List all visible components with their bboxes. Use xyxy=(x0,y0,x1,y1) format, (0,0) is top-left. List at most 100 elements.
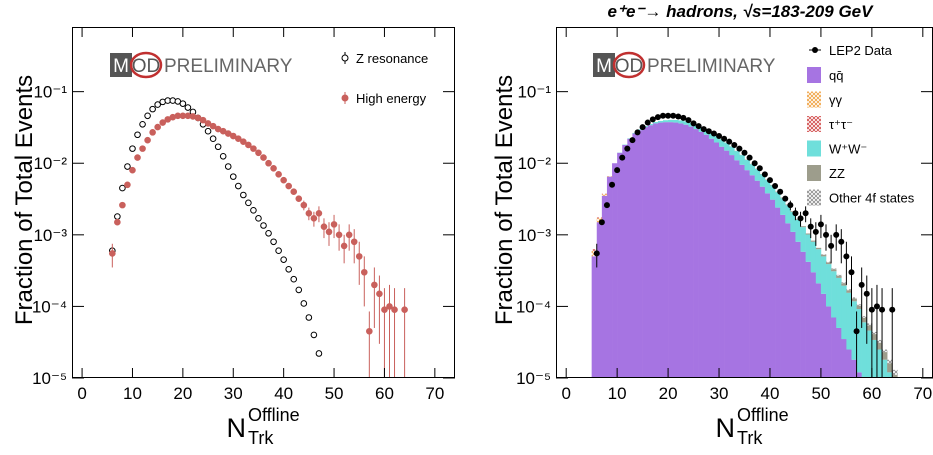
histogram-bar xyxy=(862,318,867,322)
histogram-bar xyxy=(770,200,775,388)
legend-label: W⁺W⁻ xyxy=(829,142,867,157)
histogram-bar xyxy=(658,121,663,123)
data-point xyxy=(742,150,748,156)
histogram-bar xyxy=(831,268,836,269)
histogram-bar xyxy=(653,122,658,123)
data-point xyxy=(691,120,697,126)
x-tick-label: 20 xyxy=(659,384,678,403)
data-point xyxy=(120,185,126,191)
data-point xyxy=(180,101,186,107)
data-point xyxy=(640,124,646,130)
data-point xyxy=(110,251,116,257)
histogram-bar xyxy=(851,297,856,298)
data-point xyxy=(336,232,342,238)
histogram-bar xyxy=(816,249,821,283)
histogram-bar xyxy=(872,332,877,334)
x-tick-label: 30 xyxy=(224,384,243,403)
histogram-bar xyxy=(724,151,729,388)
histogram-bar xyxy=(745,160,750,170)
histogram-bar xyxy=(795,220,800,242)
x-tick-label: 60 xyxy=(862,384,881,403)
x-axis-label-sub: Trk xyxy=(737,428,763,448)
data-point xyxy=(843,253,849,259)
x-tick-label: 70 xyxy=(913,384,932,403)
data-point xyxy=(787,202,793,208)
histogram-bar xyxy=(872,334,877,340)
histogram-bar xyxy=(816,283,821,388)
data-point xyxy=(160,120,166,126)
data-point xyxy=(321,224,327,230)
data-point xyxy=(331,222,337,228)
logo-box-text: M xyxy=(596,56,612,77)
legend-marker xyxy=(342,55,348,61)
data-point xyxy=(291,189,297,195)
histogram-bar xyxy=(780,215,785,388)
logo-box-text: M xyxy=(113,56,129,77)
histogram-bar xyxy=(617,153,622,388)
histogram-bar xyxy=(821,254,826,255)
histogram-bar xyxy=(821,256,826,293)
x-tick-label: 40 xyxy=(761,384,780,403)
data-point xyxy=(341,243,347,249)
data-point xyxy=(864,291,870,297)
histogram-bar xyxy=(857,304,862,305)
histogram-bar xyxy=(841,286,846,339)
data-point xyxy=(382,307,388,313)
data-point xyxy=(200,117,206,123)
histogram-bar xyxy=(877,343,882,350)
histogram-bar xyxy=(851,360,856,388)
histogram-bar xyxy=(826,306,831,388)
histogram-bar xyxy=(826,262,831,263)
data-point xyxy=(261,155,267,161)
logo: M OD PRELIMINARY xyxy=(110,53,293,77)
histogram-bar xyxy=(846,290,851,293)
histogram-bar xyxy=(811,242,816,272)
data-point xyxy=(271,165,277,171)
histogram-bar xyxy=(755,181,760,388)
data-point xyxy=(205,128,211,134)
data-point xyxy=(828,243,834,249)
legend-label: LEP2 Data xyxy=(829,43,893,58)
data-point xyxy=(696,123,702,129)
legend-swatch xyxy=(807,67,821,83)
y-tick-label: 10⁻⁴ xyxy=(32,297,67,316)
data-point xyxy=(782,196,788,202)
data-point xyxy=(155,124,161,130)
histogram-bar xyxy=(806,262,811,388)
data-point xyxy=(752,160,758,166)
data-point xyxy=(140,121,146,127)
data-point xyxy=(594,250,600,256)
data-point xyxy=(130,146,136,152)
histogram-bar xyxy=(673,123,678,388)
histogram-bar xyxy=(668,120,673,122)
histogram-bar xyxy=(678,123,683,388)
data-point xyxy=(833,232,839,238)
data-point xyxy=(813,229,819,235)
legend-swatch xyxy=(807,116,821,132)
histogram-bar xyxy=(826,264,831,306)
histogram-bar xyxy=(841,283,846,285)
data-point xyxy=(316,351,322,357)
legend-marker xyxy=(812,47,818,53)
data-point xyxy=(301,202,307,208)
histogram-bar xyxy=(877,350,882,388)
data-point xyxy=(726,139,732,145)
data-point xyxy=(711,131,717,137)
x-axis-label: N xyxy=(227,413,247,443)
data-point xyxy=(624,146,630,152)
histogram-bar xyxy=(597,217,602,218)
data-point xyxy=(145,137,151,143)
y-tick-label: 10⁻¹ xyxy=(33,83,67,102)
y-axis-label: Fraction of Total Events xyxy=(11,75,38,325)
histogram-bar xyxy=(632,134,637,388)
logo-oval-text: OD xyxy=(615,56,644,77)
histogram-bar xyxy=(658,123,663,388)
data-point xyxy=(854,328,860,334)
histogram-bar xyxy=(846,293,851,350)
histogram-bar xyxy=(836,275,841,276)
data-point xyxy=(685,117,691,123)
histogram-bar xyxy=(592,256,597,388)
y-tick-label: 10⁻⁵ xyxy=(32,369,67,388)
plot-area xyxy=(110,98,408,388)
data-point xyxy=(251,146,257,152)
